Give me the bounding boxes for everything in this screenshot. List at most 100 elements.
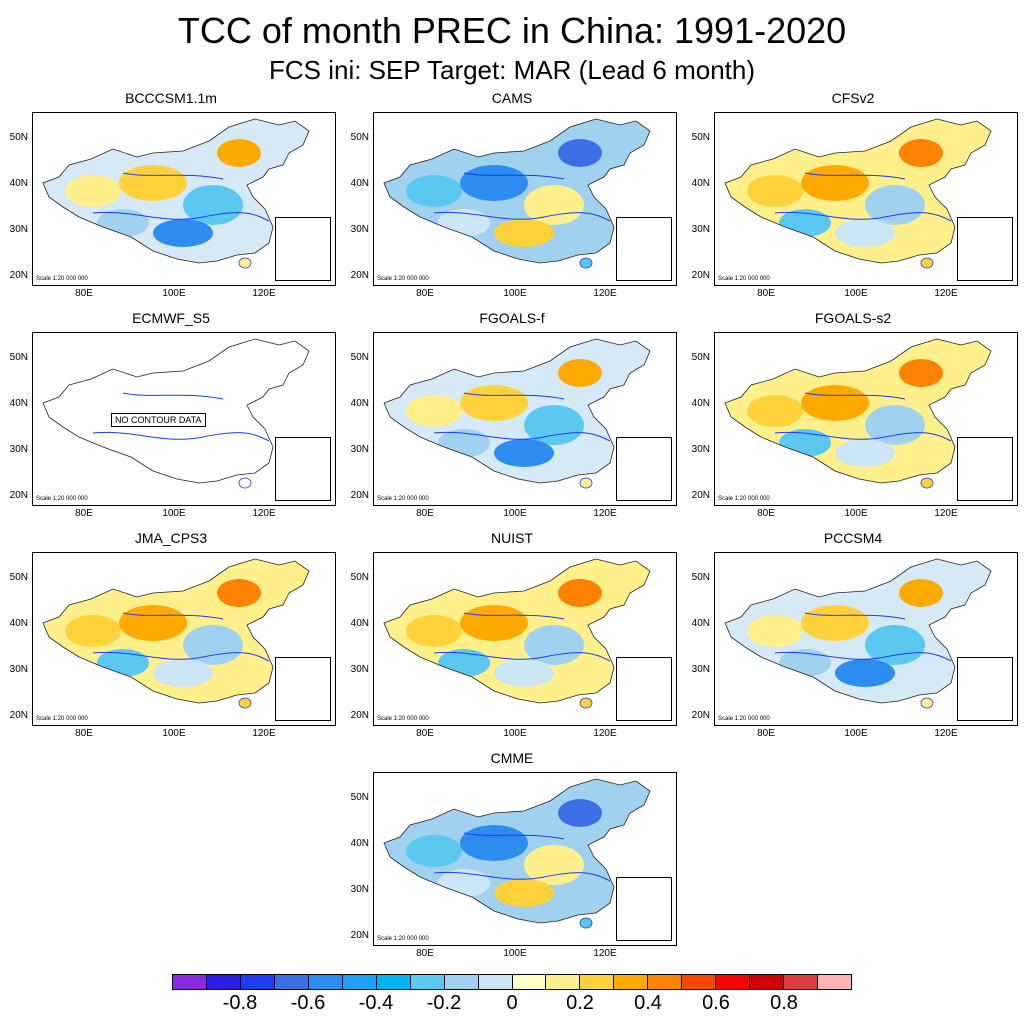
map-frame: Scale 1:20 000 000 [32, 552, 336, 726]
lon-tick-label: 120E [593, 508, 617, 519]
tcc-contour-patch [494, 879, 554, 907]
colorbar-swatch [614, 974, 649, 990]
south-china-sea-inset [616, 657, 672, 721]
colorbar-swatch [172, 974, 207, 990]
lat-tick-label: 50N [9, 132, 28, 143]
lon-tick-label: 80E [757, 728, 775, 739]
tcc-contour-patch [183, 625, 243, 665]
tcc-contour-patch [747, 175, 803, 207]
colorbar-swatch [512, 974, 547, 990]
rivers [433, 612, 611, 662]
colorbar-swatch [818, 974, 853, 990]
panel-title: CMME [490, 750, 534, 766]
china-map [42, 558, 310, 709]
lat-tick-label: 20N [350, 710, 369, 721]
south-china-sea-inset [957, 657, 1013, 721]
map-panel: BCCCSM1.1m Scale 1:20 000 000 50N 40N 30N 20N… [2, 90, 340, 302]
hainan-island [920, 477, 934, 489]
tcc-contour-patch [801, 385, 869, 421]
lat-tick-label: 50N [350, 792, 369, 803]
lon-tick-label: 120E [593, 288, 617, 299]
panel-title: CFSv2 [831, 90, 875, 106]
tcc-contour-patch [153, 659, 213, 687]
tcc-contour-patch [865, 405, 925, 445]
rivers [433, 832, 611, 882]
lat-tick-label: 30N [9, 444, 28, 455]
tcc-contour-patch [217, 579, 261, 607]
map-panel: CMME Scale 1:20 000 000 50N 40N 30N 20N 80E 100… [343, 750, 681, 962]
china-border [42, 118, 310, 264]
rivers [774, 612, 952, 662]
map-panel: ECMWF_S5 Scale 1:20 000 000 NO CONTOUR DAT… [2, 310, 340, 522]
lon-tick-label: 80E [416, 728, 434, 739]
hainan-island [579, 257, 593, 269]
lon-tick-label: 100E [162, 508, 186, 519]
colorbar-swatch [784, 974, 819, 990]
map-frame: Scale 1:20 000 000 NO CONTOUR DATA [32, 332, 336, 506]
tcc-contour-patch [558, 139, 602, 167]
scale-label: Scale 1:20 000 000 [718, 496, 770, 502]
map-frame: Scale 1:20 000 000 [714, 332, 1018, 506]
south-china-sea-inset [616, 217, 672, 281]
south-china-sea-inset [616, 877, 672, 941]
colorbar-tick-label: 0 [506, 992, 518, 1014]
rivers [92, 612, 270, 662]
lat-tick-label: 20N [9, 490, 28, 501]
tcc-contour-patch [65, 615, 121, 647]
rivers [92, 172, 270, 222]
lon-tick-label: 100E [844, 728, 868, 739]
scale-label: Scale 1:20 000 000 [377, 716, 429, 722]
lat-tick-label: 30N [350, 664, 369, 675]
lat-tick-label: 30N [691, 444, 710, 455]
tcc-contour-patch [524, 185, 584, 225]
tcc-contour-patch [460, 605, 528, 641]
south-china-sea-inset [275, 657, 331, 721]
lon-tick-label: 80E [416, 288, 434, 299]
china-border [724, 118, 992, 264]
lat-tick-label: 50N [350, 572, 369, 583]
tcc-contour-patch [558, 799, 602, 827]
map-frame: Scale 1:20 000 000 [714, 112, 1018, 286]
rivers [774, 172, 952, 222]
tcc-contour-patch [406, 615, 462, 647]
tcc-contour-patch [899, 359, 943, 387]
map-panel: PCCSM4 Scale 1:20 000 000 50N 40N 30N 20N 80E 1… [684, 530, 1022, 742]
lon-tick-label: 100E [503, 288, 527, 299]
scale-label: Scale 1:20 000 000 [36, 716, 88, 722]
lon-tick-label: 100E [844, 508, 868, 519]
china-map [724, 338, 992, 489]
colorbar-swatch [682, 974, 717, 990]
china-map [383, 778, 651, 929]
lat-tick-label: 20N [691, 710, 710, 721]
lon-tick-label: 80E [75, 728, 93, 739]
tcc-contour-patch [801, 605, 869, 641]
tcc-contour-patch [119, 165, 187, 201]
colorbar-swatch [410, 974, 445, 990]
scale-label: Scale 1:20 000 000 [718, 276, 770, 282]
lat-tick-label: 40N [691, 398, 710, 409]
lat-tick-label: 40N [9, 178, 28, 189]
tcc-contour-patch [558, 359, 602, 387]
figure-title: TCC of month PREC in China: 1991-2020 [177, 10, 847, 51]
panel-title: ECMWF_S5 [132, 310, 210, 326]
china-border [42, 558, 310, 704]
tcc-contour-patch [406, 835, 462, 867]
tcc-contour-patch [835, 439, 895, 467]
colorbar-swatch [206, 974, 241, 990]
rivers [92, 392, 270, 442]
colorbar-swatch [716, 974, 751, 990]
lon-tick-label: 120E [252, 728, 276, 739]
tcc-contour-patch [558, 579, 602, 607]
tcc-contour-patch [494, 659, 554, 687]
south-china-sea-inset [275, 437, 331, 501]
tcc-contour-patch [801, 165, 869, 201]
lon-tick-label: 120E [252, 288, 276, 299]
lat-tick-label: 30N [350, 884, 369, 895]
tcc-contour-patch [865, 625, 925, 665]
lat-tick-label: 30N [9, 664, 28, 675]
tcc-contour-patch [524, 405, 584, 445]
tcc-contour-patch [460, 825, 528, 861]
tcc-contour-patch [747, 395, 803, 427]
colorbar-tick-label: 0.2 [566, 992, 594, 1014]
lat-tick-label: 20N [691, 490, 710, 501]
